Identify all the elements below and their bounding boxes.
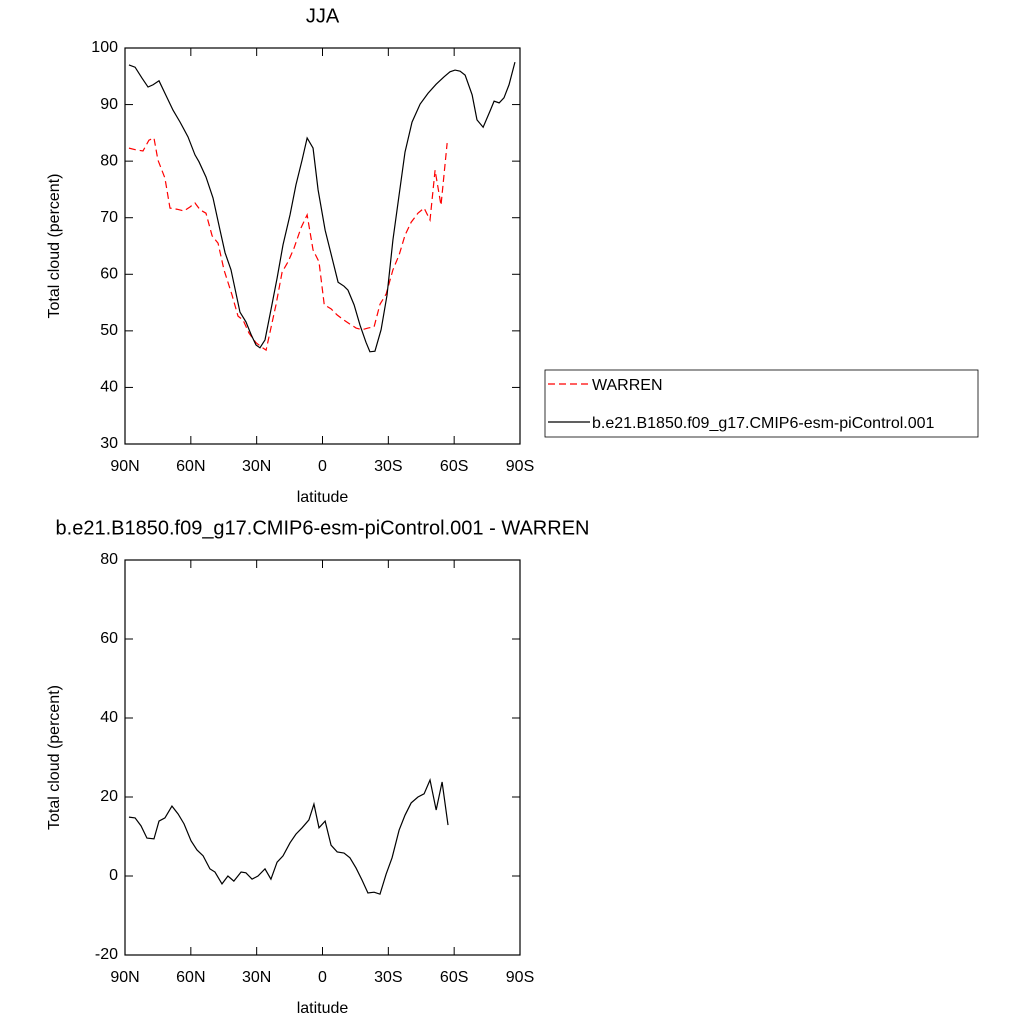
y-tick-label: -20: [95, 946, 118, 963]
y-tick-label: 80: [100, 152, 118, 169]
y-tick-label: 60: [100, 630, 118, 647]
y-tick-label: 80: [100, 551, 118, 568]
x-axis-label: latitude: [297, 489, 349, 506]
chart-title: JJA: [306, 5, 340, 27]
y-axis-label: Total cloud (percent): [46, 685, 63, 830]
legend-label: WARREN: [592, 377, 663, 394]
y-tick-label: 100: [91, 39, 118, 56]
y-tick-label: 60: [100, 266, 118, 283]
y-axis-label: Total cloud (percent): [46, 174, 63, 319]
y-tick-label: 30: [100, 435, 118, 452]
y-tick-label: 40: [100, 709, 118, 726]
x-tick-label: 60S: [440, 969, 468, 986]
x-tick-label: 30S: [374, 458, 402, 475]
x-tick-label: 30N: [242, 458, 271, 475]
x-tick-label: 30N: [242, 969, 271, 986]
data-line: [128, 61, 516, 353]
plot-frame: [124, 559, 521, 956]
y-tick-label: 50: [100, 322, 118, 339]
chart-title: b.e21.B1850.f09_g17.CMIP6-esm-piControl.…: [56, 517, 590, 539]
y-tick-label: 40: [100, 379, 118, 396]
x-tick-label: 0: [318, 458, 327, 475]
x-tick-label: 60S: [440, 458, 468, 475]
x-axis-label: latitude: [297, 1000, 349, 1017]
x-tick-label: 30S: [374, 969, 402, 986]
data-line: [128, 137, 448, 352]
x-tick-label: 90N: [110, 458, 139, 475]
y-tick-label: 0: [109, 867, 118, 884]
x-tick-label: 60N: [176, 458, 205, 475]
y-tick-label: 70: [100, 209, 118, 226]
legend-box: [544, 369, 979, 438]
x-tick-label: 0: [318, 969, 327, 986]
x-tick-label: 90S: [506, 969, 534, 986]
x-tick-label: 60N: [176, 969, 205, 986]
y-tick-label: 20: [100, 788, 118, 805]
x-tick-label: 90S: [506, 458, 534, 475]
data-line: [128, 778, 449, 895]
y-tick-label: 90: [100, 96, 118, 113]
legend-label: b.e21.B1850.f09_g17.CMIP6-esm-piControl.…: [592, 415, 935, 432]
plot-frame: [124, 47, 521, 445]
x-tick-label: 90N: [110, 969, 139, 986]
